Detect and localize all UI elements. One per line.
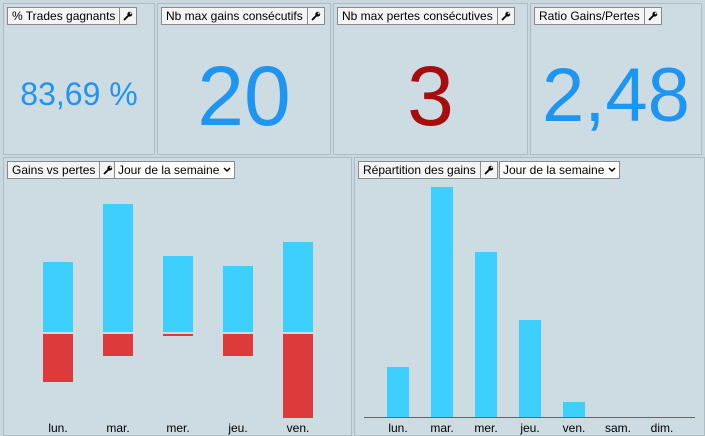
gain-bar — [103, 204, 133, 332]
chevron-down-icon — [223, 167, 231, 173]
kpi-value: 3 — [407, 49, 454, 143]
x-tick-label: jeu. — [520, 421, 540, 435]
wrench-icon[interactable] — [99, 162, 116, 178]
x-tick-label: mar. — [430, 421, 454, 435]
x-tick-label: mer. — [166, 421, 190, 435]
loss-bar — [283, 334, 313, 418]
kpi-panel-max-consecutive-gains: Nb max gains consécutifs 20 — [157, 3, 331, 155]
gains-vs-pertes-chart: lun. mar. mer. jeu. ven. — [4, 158, 351, 435]
panel-header: Nb max gains consécutifs — [161, 7, 325, 25]
chevron-down-icon — [608, 167, 616, 173]
x-tick-label: jeu. — [228, 421, 248, 435]
x-tick-label: lun. — [388, 421, 408, 435]
loss-bar — [43, 334, 73, 382]
loss-bar — [223, 334, 253, 356]
gain-bar — [563, 402, 585, 417]
wrench-icon[interactable] — [119, 8, 136, 24]
select-value: Jour de la semaine — [118, 163, 220, 177]
loss-bar — [103, 334, 133, 356]
kpi-panel-gain-loss-ratio: Ratio Gains/Pertes 2,48 — [530, 3, 702, 155]
gain-bar — [283, 242, 313, 332]
gain-bar — [163, 256, 193, 332]
kpi-panel-max-consecutive-losses: Nb max pertes consécutives 3 — [333, 3, 528, 155]
wrench-icon[interactable] — [643, 8, 661, 24]
repartition-panel: Répartition des gains Jour de la semaine… — [354, 157, 705, 436]
panel-title: Nb max pertes consécutives — [342, 9, 493, 23]
panel-header: Répartition des gains — [358, 161, 498, 179]
gain-bar — [223, 266, 253, 332]
gain-bar — [519, 320, 541, 417]
x-tick-label: mer. — [474, 421, 498, 435]
loss-bar — [163, 334, 193, 336]
select-value: Jour de la semaine — [503, 163, 605, 177]
kpi-value: 2,48 — [542, 53, 690, 138]
x-tick-label: ven. — [286, 421, 310, 435]
kpi-value: 83,69 % — [20, 76, 138, 112]
panel-title: Ratio Gains/Pertes — [539, 9, 640, 23]
x-tick-label: ven. — [562, 421, 586, 435]
panel-header: Ratio Gains/Pertes — [534, 7, 662, 25]
kpi-value: 20 — [197, 49, 291, 143]
group-by-select[interactable]: Jour de la semaine — [499, 161, 621, 179]
wrench-icon[interactable] — [496, 8, 514, 24]
wrench-icon[interactable] — [479, 162, 497, 178]
panel-header: Nb max pertes consécutives — [337, 7, 515, 25]
x-tick-label: lun. — [48, 421, 68, 435]
panel-title: Gains vs pertes — [12, 163, 96, 177]
wrench-icon[interactable] — [306, 8, 324, 24]
gains-vs-pertes-panel: Gains vs pertes Jour de la semaine lun. m… — [3, 157, 352, 436]
panel-title: Nb max gains consécutifs — [166, 9, 303, 23]
kpi-panel-win-rate: % Trades gagnants 83,69 % — [3, 3, 155, 155]
panel-title: % Trades gagnants — [12, 9, 116, 23]
gain-bar — [43, 262, 73, 332]
x-axis-line — [364, 417, 695, 418]
panel-header: Gains vs pertes — [7, 161, 118, 179]
panel-title: Répartition des gains — [363, 163, 476, 177]
gain-bar — [431, 187, 453, 417]
x-tick-label: dim. — [650, 421, 674, 435]
repartition-chart: lun. mar. mer. jeu. ven. sam. dim. — [355, 158, 704, 435]
gain-bar — [475, 252, 497, 417]
group-by-select[interactable]: Jour de la semaine — [114, 161, 236, 179]
x-tick-label: sam. — [604, 421, 631, 435]
panel-header: % Trades gagnants — [7, 7, 138, 25]
gain-bar — [387, 367, 409, 417]
x-tick-label: mar. — [106, 421, 130, 435]
